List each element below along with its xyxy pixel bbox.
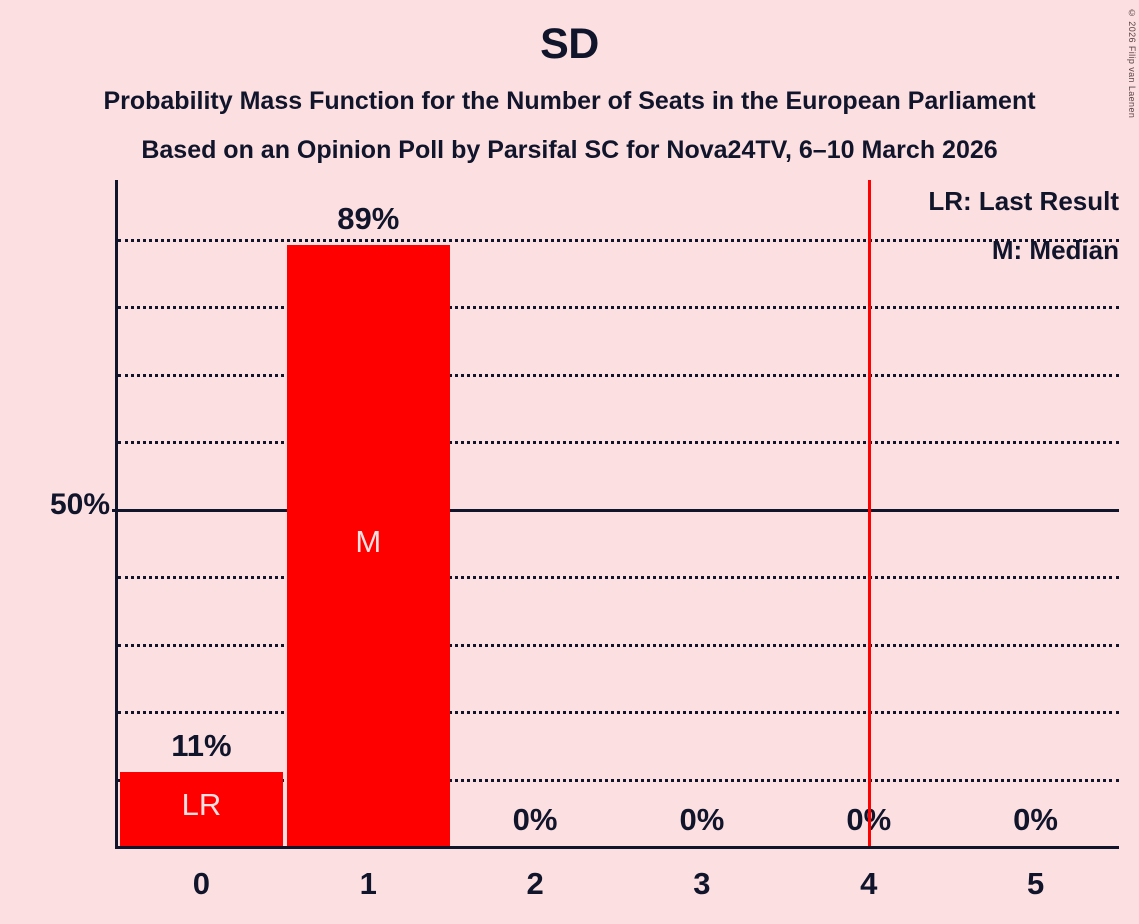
bar-value-label-5: 0% bbox=[1013, 802, 1058, 837]
gridline-50 bbox=[112, 508, 1119, 512]
page-title: SD bbox=[540, 20, 599, 68]
gridline-80 bbox=[118, 306, 1119, 309]
last-result-line bbox=[867, 180, 871, 846]
bar-marker-median: M bbox=[355, 523, 382, 559]
bar-0: LR bbox=[120, 771, 283, 846]
chart-subtitle-source: Based on an Opinion Poll by Parsifal SC … bbox=[141, 136, 998, 164]
x-tick-label-5: 5 bbox=[1026, 866, 1045, 901]
x-tick-label-4: 4 bbox=[860, 866, 878, 901]
x-tick-label-1: 1 bbox=[359, 866, 377, 901]
bar-value-label-2: 0% bbox=[512, 802, 558, 837]
gridline-70 bbox=[118, 373, 1119, 377]
gridline-60 bbox=[118, 441, 1119, 444]
bar-value-label-3: 0% bbox=[679, 802, 725, 837]
x-tick-label-0: 0 bbox=[192, 866, 211, 901]
legend-last-result: LR: Last Result bbox=[928, 186, 1119, 216]
x-tick-label-2: 2 bbox=[526, 866, 544, 901]
x-tick-label-3: 3 bbox=[693, 866, 711, 901]
legend-median: M: Median bbox=[991, 235, 1119, 265]
copyright-notice: © 2026 Filip van Laenen bbox=[1127, 8, 1137, 119]
gridline-90 bbox=[118, 238, 1119, 242]
chart-subtitle-primary: Probability Mass Function for the Number… bbox=[103, 87, 1036, 115]
bar-marker-last-result: LR bbox=[181, 786, 222, 822]
bar-1: M bbox=[286, 245, 450, 846]
y-tick-label-50: 50% bbox=[49, 487, 110, 521]
y-axis-line bbox=[115, 180, 118, 846]
gridline-10 bbox=[118, 778, 1119, 782]
gridline-20 bbox=[118, 711, 1119, 714]
plot-area: LR 11% M 89% 0% 0% 0% 0% LR: Last Result M: Med… bbox=[112, 180, 1119, 849]
gridline-40 bbox=[118, 576, 1119, 579]
bar-value-label-0: 11% bbox=[171, 727, 232, 763]
bar-value-label-1: 89% bbox=[337, 201, 400, 237]
gridline-30 bbox=[118, 643, 1119, 647]
x-axis-line bbox=[115, 846, 1119, 849]
